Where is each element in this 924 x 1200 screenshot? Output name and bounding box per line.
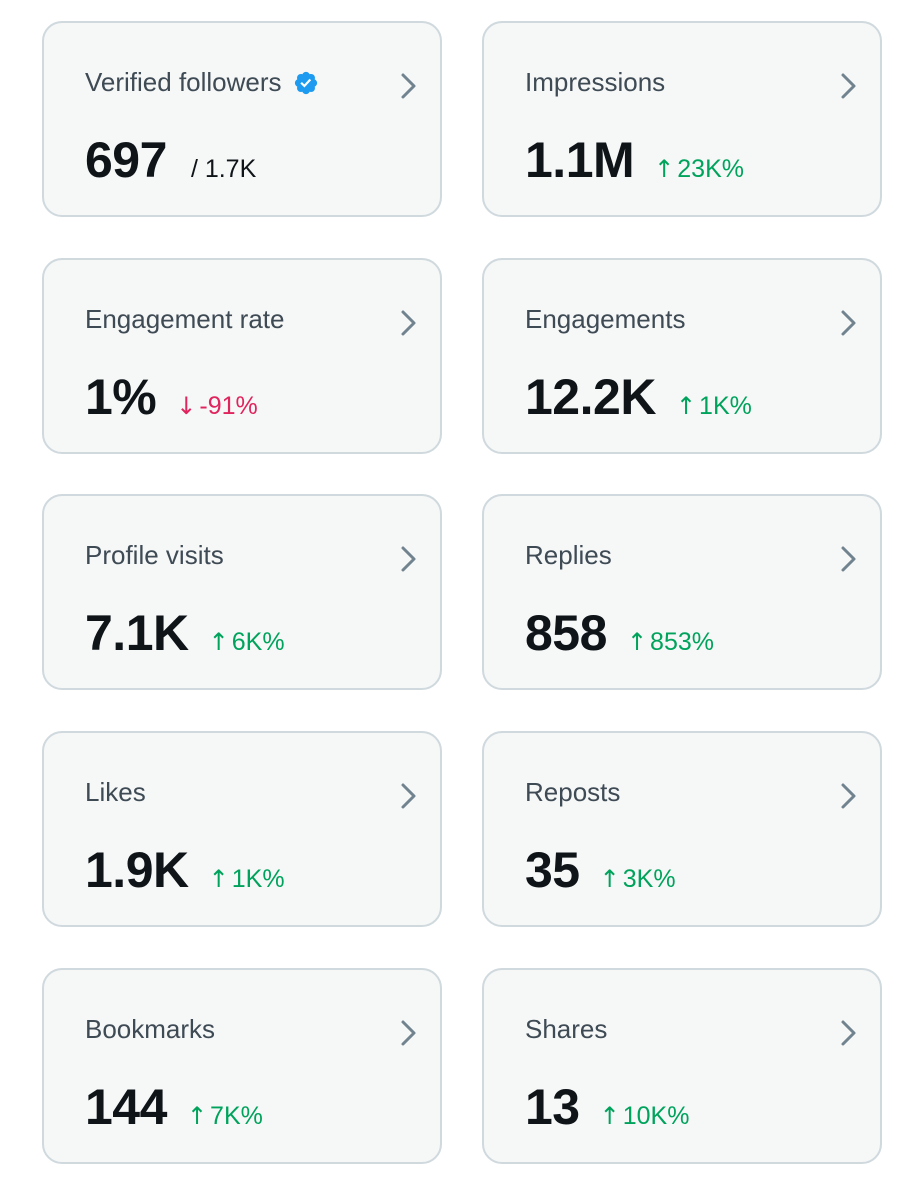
arrow-up-icon: ↑ <box>186 1102 208 1130</box>
card-label: Shares <box>525 1014 608 1044</box>
arrow-up-icon: ↑ <box>675 392 697 420</box>
card-label: Engagements <box>525 304 686 334</box>
replies-card[interactable]: Replies 858 ↑ 853% <box>482 494 882 690</box>
reposts-card[interactable]: Reposts 35 ↑ 3K% <box>482 731 882 927</box>
change-value: 3K% <box>622 865 676 893</box>
metric-row: 12.2K ↑ 1K% <box>525 368 752 426</box>
change-value: 10K% <box>622 1102 690 1130</box>
metric-value: 13 <box>525 1079 580 1135</box>
arrow-up-icon: ↑ <box>599 1102 620 1130</box>
metric-value: 1.9K <box>85 842 189 898</box>
metric-row: 13 ↑ 10K% <box>525 1078 689 1136</box>
card-label-text: Verified followers <box>85 67 282 97</box>
arrow-up-icon: ↑ <box>654 155 675 183</box>
chevron-right-icon[interactable] <box>398 781 420 811</box>
metric-row: 1.9K ↑ 1K% <box>85 841 285 899</box>
metric-value: 7.1K <box>85 605 189 661</box>
arrow-up-icon: ↑ <box>208 628 229 656</box>
arrow-down-icon: ↓ <box>176 392 197 420</box>
profile-visits-card[interactable]: Profile visits 7.1K ↑ 6K% <box>42 494 442 690</box>
chevron-right-icon[interactable] <box>838 308 860 338</box>
metric-row: 7.1K ↑ 6K% <box>85 604 285 662</box>
metric-value: 1% <box>85 369 157 425</box>
chevron-right-icon[interactable] <box>398 308 420 338</box>
likes-card[interactable]: Likes 1.9K ↑ 1K% <box>42 731 442 927</box>
metric-row: 1.1M ↑ 23K% <box>525 131 744 189</box>
change-value: 6K% <box>231 628 285 656</box>
metric-value: 858 <box>525 605 607 661</box>
change-value: 1K% <box>231 865 285 893</box>
metric-value: 12.2K <box>525 369 656 425</box>
change-value: -91% <box>199 392 258 420</box>
change-indicator: ↑ 3K% <box>600 865 676 894</box>
arrow-up-icon: ↑ <box>599 865 620 893</box>
metric-value: 144 <box>85 1079 167 1135</box>
change-indicator: ↑ 7K% <box>187 1102 263 1131</box>
arrow-up-icon: ↑ <box>208 865 229 893</box>
chevron-right-icon[interactable] <box>838 1018 860 1048</box>
card-label: Profile visits <box>85 540 224 570</box>
change-indicator: ↑ 10K% <box>600 1102 690 1131</box>
chevron-right-icon[interactable] <box>398 71 420 101</box>
verified-badge-icon <box>294 71 317 94</box>
chevron-right-icon[interactable] <box>398 1018 420 1048</box>
metric-value: 697 <box>85 132 167 188</box>
metric-value: 35 <box>525 842 580 898</box>
change-value: 23K% <box>677 155 744 183</box>
chevron-right-icon[interactable] <box>838 781 860 811</box>
card-label: Verified followers <box>85 67 319 98</box>
change-indicator: ↑ 853% <box>627 628 714 657</box>
card-label: Engagement rate <box>85 304 285 334</box>
change-value: 7K% <box>210 1102 263 1130</box>
metric-row: 858 ↑ 853% <box>525 604 714 662</box>
change-value: 1K% <box>699 392 752 420</box>
engagement-rate-card[interactable]: Engagement rate 1% ↓ -91% <box>42 258 442 454</box>
change-indicator: ↑ 23K% <box>654 155 744 184</box>
metric-row: 35 ↑ 3K% <box>525 841 676 899</box>
card-label: Reposts <box>525 777 621 807</box>
chevron-right-icon[interactable] <box>838 544 860 574</box>
change-indicator: ↑ 1K% <box>209 865 285 894</box>
card-label: Replies <box>525 540 612 570</box>
verified-followers-card[interactable]: Verified followers 697 / 1.7K <box>42 21 442 217</box>
chevron-right-icon[interactable] <box>398 544 420 574</box>
change-indicator: ↑ 1K% <box>676 392 752 421</box>
shares-card[interactable]: Shares 13 ↑ 10K% <box>482 968 882 1164</box>
impressions-card[interactable]: Impressions 1.1M ↑ 23K% <box>482 21 882 217</box>
metric-total: / 1.7K <box>190 155 257 183</box>
bookmarks-card[interactable]: Bookmarks 144 ↑ 7K% <box>42 968 442 1164</box>
change-indicator: ↑ 6K% <box>209 628 285 657</box>
chevron-right-icon[interactable] <box>838 71 860 101</box>
metric-row: 697 / 1.7K <box>85 131 256 189</box>
change-value: 853% <box>650 628 714 656</box>
metric-row: 1% ↓ -91% <box>85 368 258 426</box>
metric-row: 144 ↑ 7K% <box>85 1078 263 1136</box>
card-label: Bookmarks <box>85 1014 216 1044</box>
arrow-up-icon: ↑ <box>626 628 648 656</box>
engagements-card[interactable]: Engagements 12.2K ↑ 1K% <box>482 258 882 454</box>
card-label: Likes <box>85 777 146 807</box>
change-indicator: ↓ -91% <box>176 392 257 421</box>
metric-value: 1.1M <box>525 132 635 188</box>
card-label: Impressions <box>525 67 666 97</box>
